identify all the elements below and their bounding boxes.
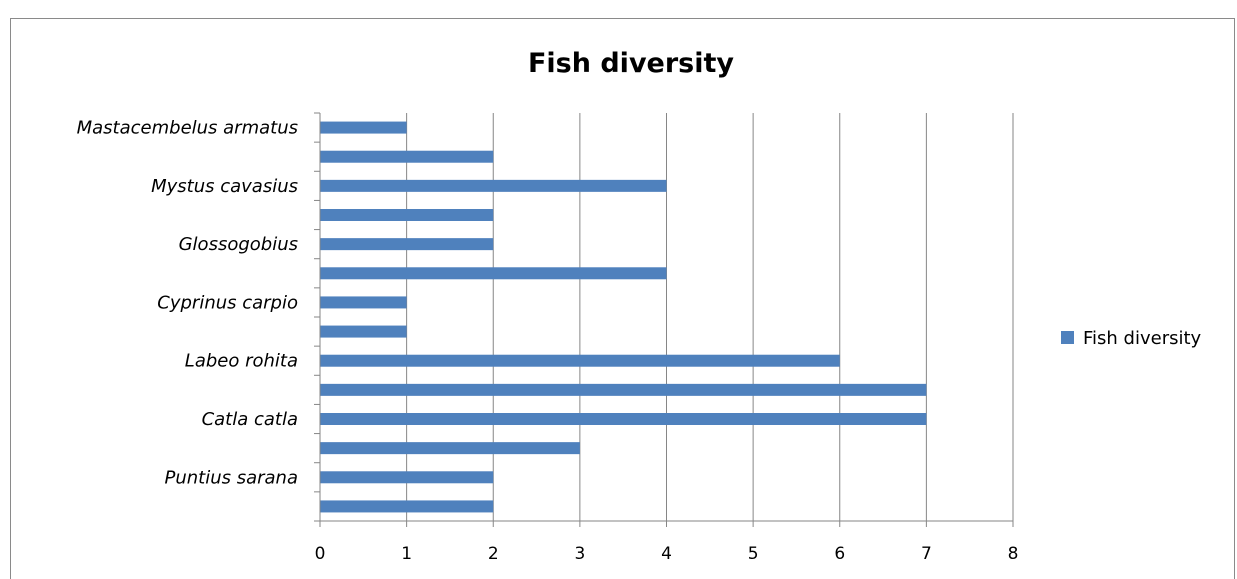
bar xyxy=(320,296,407,309)
x-tick-label: 0 xyxy=(315,544,326,564)
x-tick-label: 5 xyxy=(748,544,759,564)
category-label: Catla catla xyxy=(202,409,298,430)
bar xyxy=(320,500,494,513)
bar xyxy=(320,209,494,221)
chart-title: Fish diversity xyxy=(528,48,734,79)
bar xyxy=(320,354,840,367)
bar xyxy=(320,238,494,251)
axes xyxy=(314,112,1014,527)
x-tick-label: 8 xyxy=(1008,544,1019,564)
bar xyxy=(320,383,927,396)
legend-label: Fish diversity xyxy=(1083,328,1202,349)
bar xyxy=(320,471,494,484)
x-tick-label: 6 xyxy=(834,544,845,564)
category-label: Mystus cavasius xyxy=(151,176,298,197)
gridlines xyxy=(406,113,1014,521)
legend: Fish diversity xyxy=(1061,328,1202,349)
x-tick-label: 2 xyxy=(488,544,499,564)
x-tick-label: 1 xyxy=(401,544,412,564)
x-tick-label: 4 xyxy=(661,544,672,564)
bar xyxy=(320,325,407,338)
bar xyxy=(320,150,494,163)
bar xyxy=(320,413,927,425)
category-label: Mastacembelus armatus xyxy=(77,118,298,139)
bar xyxy=(320,442,580,455)
category-label: Cyprinus carpio xyxy=(157,292,298,313)
category-label: Labeo rohita xyxy=(185,351,298,372)
bar xyxy=(320,121,407,134)
bars xyxy=(320,121,927,513)
category-label: Glossogobius xyxy=(179,234,298,255)
chart-area xyxy=(10,18,1235,579)
x-tick-label: 3 xyxy=(574,544,585,564)
bar xyxy=(320,179,667,192)
x-tick-labels: 0 1 2 3 4 5 6 7 8 xyxy=(315,544,1019,564)
x-tick-label: 7 xyxy=(921,544,932,564)
legend-swatch xyxy=(1061,331,1074,344)
bar xyxy=(320,267,667,280)
category-labels: Puntius sarana Catla catla Labeo rohita Cyp… xyxy=(77,118,298,489)
category-label: Puntius sarana xyxy=(164,467,298,488)
